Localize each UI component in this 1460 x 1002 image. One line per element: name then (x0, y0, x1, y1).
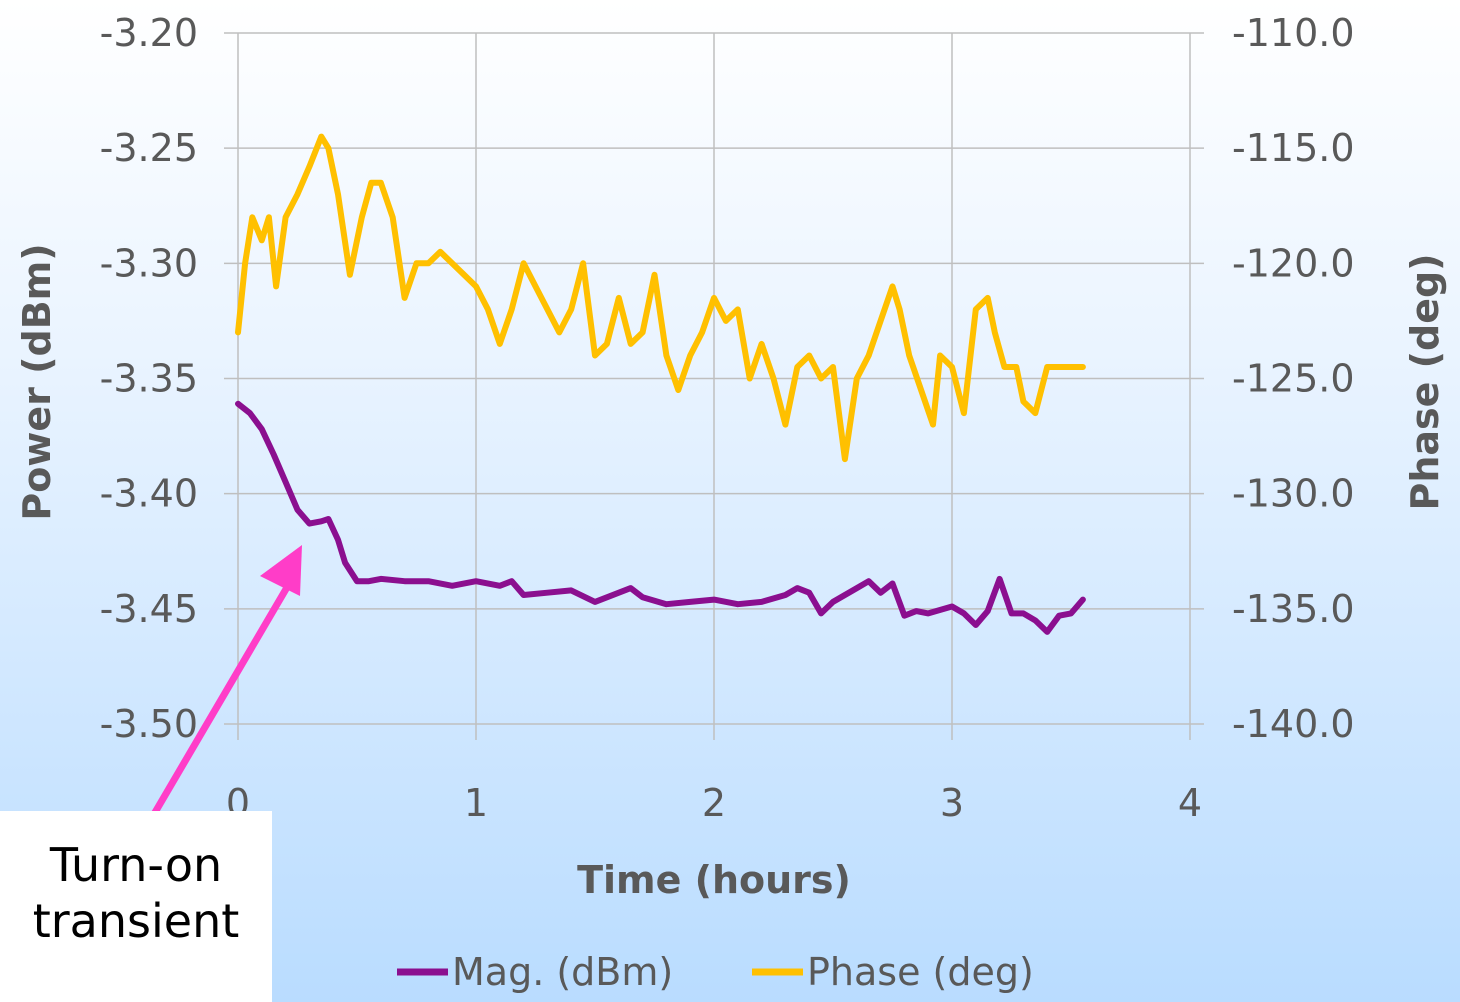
y-left-tick-label: -3.30 (100, 241, 198, 285)
series-line-mag (235, 400, 1086, 635)
y-right-tick-label: -140.0 (1232, 702, 1355, 746)
y-left-axis-title: Power (dBm) (15, 243, 59, 520)
legend: Mag. (dBm) Phase (deg) (397, 950, 1034, 994)
x-tick-label: 3 (940, 781, 964, 825)
y-left-tick-label: -3.35 (100, 357, 198, 401)
y-left-tick-label: -3.50 (100, 702, 198, 746)
x-tick-label: 2 (702, 781, 726, 825)
y-left-tick-label: -3.45 (100, 587, 198, 631)
legend-label-mag: Mag. (dBm) (452, 950, 673, 994)
annotation-arrow (136, 545, 302, 840)
annotation-arrow-head (260, 545, 302, 596)
y-right-tick-label: -115.0 (1232, 126, 1355, 170)
x-tick-label: 1 (464, 781, 488, 825)
x-tick-label: 4 (1178, 781, 1202, 825)
legend-label-phase: Phase (deg) (807, 950, 1034, 994)
y-left-tick-label: -3.25 (100, 126, 198, 170)
y-right-tick-label: -125.0 (1232, 357, 1355, 401)
gridlines (224, 32, 1204, 740)
annotation-arrow-shaft (136, 570, 300, 840)
series-lines (235, 133, 1086, 635)
annotation-line-2: transient (32, 894, 240, 948)
y-right-tick-label: -130.0 (1232, 472, 1355, 516)
tick-labels: -3.20 -3.25 -3.30 -3.35 -3.40 -3.45 -3.50 -110.… (100, 11, 1355, 825)
y-right-tick-label: -120.0 (1232, 241, 1355, 285)
annotation-label-box: Turn-on transient (0, 811, 272, 1002)
annotation-line-1: Turn-on (49, 838, 223, 892)
y-right-tick-label: -110.0 (1232, 11, 1355, 55)
y-left-tick-label: -3.20 (100, 11, 198, 55)
series-line-phase (235, 133, 1086, 463)
y-right-tick-label: -135.0 (1232, 587, 1355, 631)
y-right-axis-title: Phase (deg) (1403, 253, 1447, 510)
y-left-tick-label: -3.40 (100, 472, 198, 516)
x-axis-title: Time (hours) (577, 858, 851, 902)
